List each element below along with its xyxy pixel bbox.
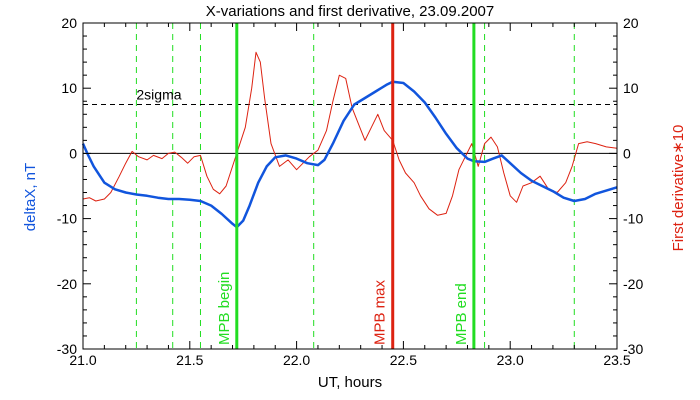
y-axis-label-right: First derivative∗10	[670, 125, 687, 252]
y-axis-label-left: deltaX, nT	[22, 163, 39, 231]
x-tick-label: 22.5	[390, 352, 417, 368]
series-derivative-line	[82, 51, 618, 216]
series-deltax-line	[81, 80, 618, 229]
y-tick-label-left: 20	[61, 15, 77, 31]
x-tick-label: 23.5	[603, 352, 630, 368]
plot-frame	[82, 22, 618, 350]
y-tick-label-left: -30	[57, 341, 77, 357]
y-tick-label-left: -10	[57, 211, 77, 227]
x-axis-label: UT, hours	[318, 374, 382, 391]
y-tick-label-right: 20	[623, 15, 639, 31]
x-tick-label: 22.0	[283, 352, 310, 368]
chart-title: X-variations and first derivative, 23.09…	[206, 3, 495, 20]
threshold-label: 2sigma	[136, 87, 181, 103]
y-tick-label-right: 0	[623, 145, 631, 161]
marker-label-mpb-max: MPB max	[372, 279, 389, 345]
y-tick-label-right: 10	[623, 80, 639, 96]
x-tick-label: 21.5	[176, 352, 203, 368]
y-tick-label-right: -10	[623, 211, 643, 227]
marker-label-mpb-end: MPB end	[453, 283, 470, 345]
y-tick-label-left: 0	[69, 145, 77, 161]
x-tick-label: 23.0	[497, 352, 524, 368]
y-tick-label-right: -30	[623, 341, 643, 357]
y-tick-label-right: -20	[623, 276, 643, 292]
x-tick-label: 21.0	[69, 352, 96, 368]
y-tick-label-left: -20	[57, 276, 77, 292]
marker-label-mpb-begin: MPB begin	[216, 272, 233, 345]
y-tick-label-left: 10	[61, 80, 77, 96]
